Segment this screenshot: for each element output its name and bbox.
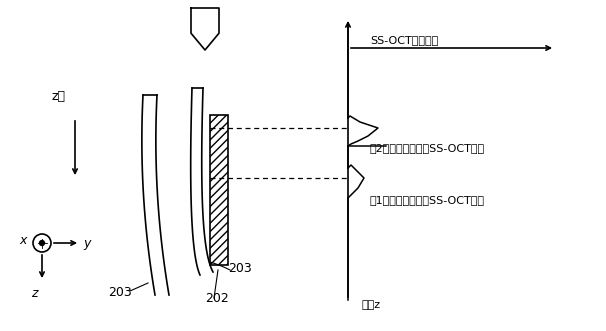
Text: 第1シート材からのSS-OCT信号: 第1シート材からのSS-OCT信号 — [370, 195, 485, 205]
Text: 203: 203 — [108, 286, 132, 299]
Text: 203: 203 — [228, 262, 251, 275]
Text: 位置z: 位置z — [362, 300, 381, 310]
Text: 202: 202 — [205, 292, 228, 305]
Circle shape — [39, 241, 44, 246]
Text: y: y — [83, 237, 90, 250]
Text: x: x — [19, 233, 27, 247]
Text: z軸: z軸 — [52, 90, 66, 103]
Text: SS-OCT信号強度: SS-OCT信号強度 — [370, 35, 438, 45]
Bar — [210, 115, 228, 265]
Text: 第2シート材からのSS-OCT信号: 第2シート材からのSS-OCT信号 — [370, 143, 485, 153]
Text: z: z — [31, 287, 37, 300]
